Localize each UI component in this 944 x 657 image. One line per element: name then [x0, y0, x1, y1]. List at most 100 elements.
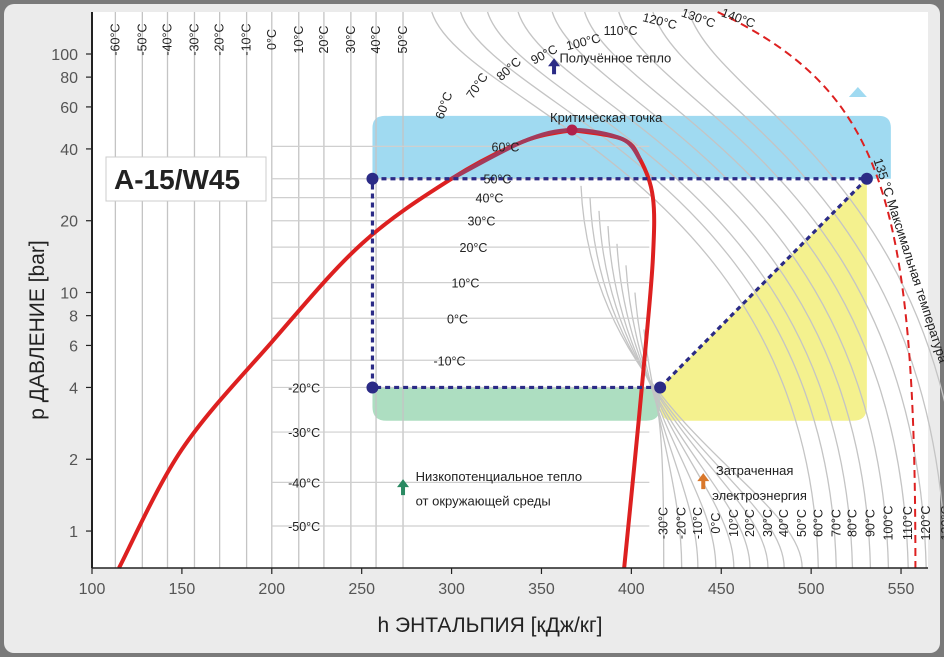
isotherm-label-bottom: 80°C [845, 509, 859, 537]
cycle-point [366, 381, 379, 394]
isotherm-label-inner: -20°C [288, 381, 320, 395]
isotherm-label-bottom: -20°C [675, 507, 689, 539]
heat-received-arrow [548, 58, 561, 75]
isotherm-label-top: 110°C [604, 24, 638, 38]
isotherm-label-bottom: 60°C [811, 509, 825, 537]
critical-point-marker [566, 124, 578, 136]
isotherm-labels: -60°C -50°C -40°C -30°C -20°C -10°C 0°C 10°C 20°… [108, 6, 944, 541]
x-tick-label: 350 [528, 581, 555, 598]
heat-pump-cycle [366, 172, 873, 394]
y-tick-label: 60 [60, 100, 78, 117]
isotherm-lines [114, 11, 944, 569]
isotherm-label-bottom: 130°C [939, 506, 944, 541]
electric-energy-zone [660, 178, 867, 421]
isotherm-label-bottom: 20°C [743, 509, 757, 537]
heat-zone-notch [848, 87, 867, 98]
isotherm-label-inner: -40°C [288, 476, 320, 490]
y-tick-label: 20 [60, 214, 78, 231]
y-tick-label: 4 [69, 380, 78, 397]
low-heat-label-1: Низкопотенциальное тепло [416, 469, 582, 484]
isotherm-label-top: 0°C [265, 29, 279, 50]
isotherm-curve [616, 243, 735, 569]
isotherm-label-inner: -30°C [288, 426, 320, 440]
axis-ticks: 100 150 200 250 300 350 400 450 500 550 1 2 4 6 8 10 20 4… [51, 47, 914, 598]
max-temperature-line [717, 11, 917, 569]
chart-title: A-15/W45 [114, 164, 240, 195]
isotherm-label-bottom: -10°C [691, 507, 705, 539]
y-tick-label: 80 [60, 70, 78, 87]
electric-label-1: Затраченная [716, 463, 794, 478]
isotherm-label-top: -40°C [161, 23, 175, 55]
y-tick-label: 40 [60, 142, 78, 159]
chart-title-box: A-15/W45 [105, 156, 267, 202]
x-tick-label: 450 [708, 581, 735, 598]
low-potential-heat-zone [372, 387, 661, 421]
isotherm-label-bottom: 10°C [727, 509, 741, 537]
electric-arrow [697, 473, 710, 490]
cycle-point [654, 381, 667, 394]
isotherm-label-bottom: 40°C [777, 509, 791, 537]
isotherm-label-top: 20°C [317, 26, 331, 54]
x-tick-label: 200 [258, 581, 285, 598]
isotherm-label-top: -30°C [187, 23, 201, 55]
isotherm-curve [589, 197, 785, 569]
low-heat-label-2: от окружающей среды [416, 493, 551, 508]
y-axis-label: p ДАВЛЕНИЕ [bar] [26, 240, 49, 419]
isotherm-label-bottom: 100°C [881, 506, 895, 541]
x-axis-label: h ЭНТАЛЬПИЯ [кДж/кг] [378, 614, 603, 637]
critical-point-label: Критическая точка [550, 110, 663, 125]
isotherm-label-top: 30°C [344, 26, 358, 54]
isotherm-label-bottom: 70°C [829, 509, 843, 537]
isotherm-curve [625, 265, 717, 569]
isotherm-label-inner: 10°C [452, 277, 480, 291]
isotherm-label-top: -50°C [135, 23, 149, 55]
low-heat-arrow [397, 479, 410, 496]
isotherm-label-inner: 30°C [468, 215, 496, 229]
axes [91, 12, 928, 569]
isotherm-label-top: -20°C [213, 23, 227, 55]
x-tick-label: 250 [348, 581, 375, 598]
x-tick-label: 150 [169, 581, 196, 598]
isotherm-label-top: 40°C [369, 26, 383, 54]
isotherm-curve [643, 329, 683, 569]
cycle-point [366, 172, 379, 185]
isotherm-label-inner: 60°C [492, 140, 520, 154]
y-tick-label: 10 [60, 286, 78, 303]
isotherm-curve [431, 11, 819, 569]
isotherm-label-bottom: -30°C [657, 507, 671, 539]
isotherm-label-inner: 0°C [447, 312, 468, 326]
heat-received-label: Получённое тепло [559, 51, 671, 66]
isotherm-label-top: 50°C [396, 26, 410, 54]
isotherm-label-inner: 20°C [460, 241, 488, 255]
isotherm-label-inner: 50°C [484, 173, 512, 187]
isotherm-label-bottom: 90°C [863, 509, 877, 537]
electric-label-2: электроэнергия [712, 488, 807, 503]
y-tick-label: 8 [69, 309, 78, 326]
cycle-point [860, 172, 873, 185]
isotherm-label-top: 10°C [292, 26, 306, 54]
isotherm-label-bottom: 120°C [919, 506, 933, 541]
y-tick-label: 6 [69, 338, 78, 355]
isotherm-label-inner: 40°C [476, 192, 504, 206]
isotherm-curve [580, 185, 803, 569]
x-tick-label: 550 [888, 581, 915, 598]
x-tick-label: 300 [438, 581, 465, 598]
y-tick-label: 2 [69, 452, 78, 469]
x-tick-label: 100 [79, 581, 106, 598]
isotherm-curve [486, 11, 854, 569]
isotherm-label-bottom: 50°C [795, 509, 809, 537]
annotations: Получённое тепло Низкопотенциальное тепло… [397, 51, 807, 508]
y-tick-label: 100 [51, 47, 78, 64]
isotherm-curve [634, 292, 699, 569]
y-tick-label: 1 [69, 524, 78, 541]
isotherm-label-bottom: 0°C [709, 513, 723, 534]
isotherm-label-inner: -50°C [288, 520, 320, 534]
cycle-segment [658, 177, 869, 389]
isotherm-label-top: -10°C [240, 23, 254, 55]
isotherm-label-inner: -10°C [433, 354, 465, 368]
x-tick-label: 400 [618, 581, 645, 598]
isotherm-curve [517, 11, 872, 569]
x-tick-label: 500 [798, 581, 825, 598]
isotherm-label-bottom: 30°C [761, 509, 775, 537]
